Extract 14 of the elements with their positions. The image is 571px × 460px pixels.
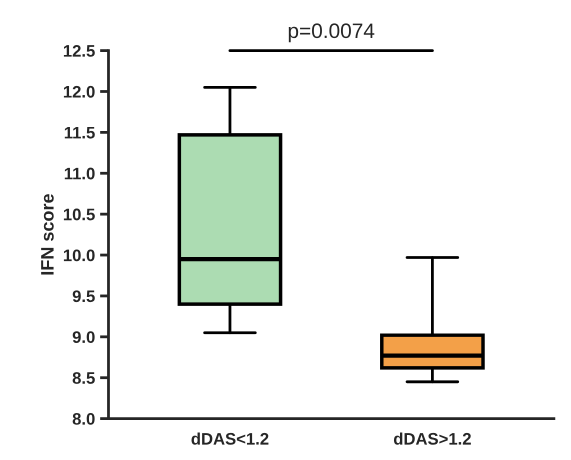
y-tick-label: 9.5 bbox=[72, 290, 95, 302]
text: p=0.0074 bbox=[288, 23, 374, 42]
x-tick-label: dDAS<1.2 bbox=[192, 432, 268, 445]
y-tick-label: 10.5 bbox=[64, 208, 95, 220]
y-tick-label: 11.0 bbox=[64, 168, 95, 180]
y-tick-label: 10.0 bbox=[64, 249, 95, 262]
y-tick-label: 11.5 bbox=[64, 126, 95, 139]
y-axis-title: IFN score bbox=[41, 194, 54, 275]
y-tick-label: 12.0 bbox=[64, 86, 95, 98]
x-tick-label: dDAS>1.2 bbox=[394, 432, 471, 445]
y-tick-label: 8.0 bbox=[72, 413, 95, 425]
y-tick-label: 12.5 bbox=[64, 45, 95, 57]
y-tick-label: 9.0 bbox=[72, 331, 95, 344]
y-tick-label: 8.5 bbox=[72, 372, 95, 384]
